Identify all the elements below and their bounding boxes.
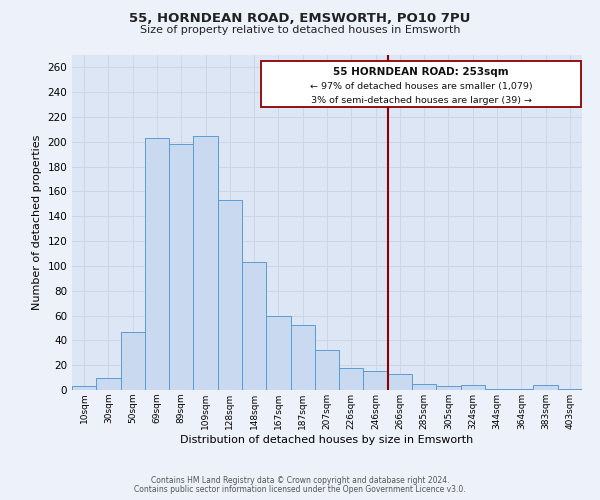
Bar xyxy=(145,138,169,390)
Bar xyxy=(193,136,218,390)
Bar xyxy=(72,386,96,390)
Bar xyxy=(485,389,509,390)
Bar xyxy=(461,385,485,390)
Text: 3% of semi-detached houses are larger (39) →: 3% of semi-detached houses are larger (3… xyxy=(311,96,532,105)
Bar xyxy=(218,200,242,390)
Bar xyxy=(290,326,315,390)
Bar xyxy=(121,332,145,390)
Bar xyxy=(315,350,339,390)
Bar xyxy=(242,262,266,390)
Bar xyxy=(364,372,388,390)
Text: ← 97% of detached houses are smaller (1,079): ← 97% of detached houses are smaller (1,… xyxy=(310,82,532,92)
Bar xyxy=(96,378,121,390)
Bar xyxy=(533,385,558,390)
Text: Contains public sector information licensed under the Open Government Licence v3: Contains public sector information licen… xyxy=(134,485,466,494)
X-axis label: Distribution of detached houses by size in Emsworth: Distribution of detached houses by size … xyxy=(181,434,473,444)
Text: 55, HORNDEAN ROAD, EMSWORTH, PO10 7PU: 55, HORNDEAN ROAD, EMSWORTH, PO10 7PU xyxy=(130,12,470,26)
Bar xyxy=(436,386,461,390)
Bar xyxy=(509,389,533,390)
Bar xyxy=(339,368,364,390)
Bar xyxy=(266,316,290,390)
Text: 55 HORNDEAN ROAD: 253sqm: 55 HORNDEAN ROAD: 253sqm xyxy=(333,68,509,78)
Bar xyxy=(169,144,193,390)
FancyBboxPatch shape xyxy=(262,61,581,107)
Bar xyxy=(558,389,582,390)
Text: Contains HM Land Registry data © Crown copyright and database right 2024.: Contains HM Land Registry data © Crown c… xyxy=(151,476,449,485)
Text: Size of property relative to detached houses in Emsworth: Size of property relative to detached ho… xyxy=(140,25,460,35)
Bar xyxy=(388,374,412,390)
Y-axis label: Number of detached properties: Number of detached properties xyxy=(32,135,42,310)
Bar xyxy=(412,384,436,390)
